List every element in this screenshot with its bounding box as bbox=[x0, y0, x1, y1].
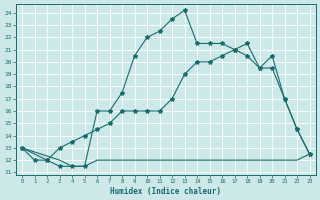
X-axis label: Humidex (Indice chaleur): Humidex (Indice chaleur) bbox=[110, 187, 221, 196]
